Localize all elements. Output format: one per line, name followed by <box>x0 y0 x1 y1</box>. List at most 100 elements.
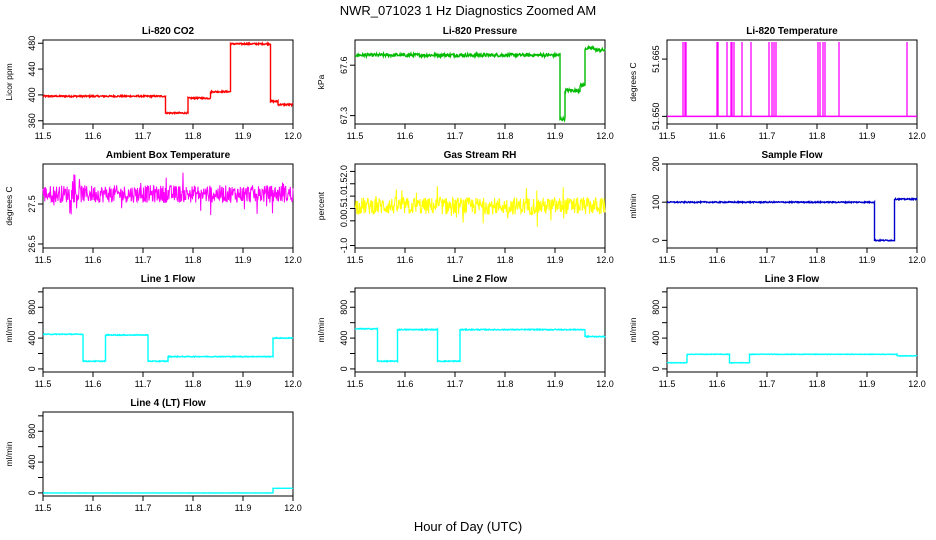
x-tick-label: 11.7 <box>135 379 152 389</box>
x-tick-label: 11.6 <box>397 255 414 265</box>
y-tick-label: -1.0 <box>339 238 349 254</box>
x-tick-label: 11.8 <box>809 379 826 389</box>
x-tick-label: 11.6 <box>709 131 726 141</box>
y-tick-label: 480 <box>27 36 37 51</box>
series-line <box>666 352 918 364</box>
y-tick-label: 400 <box>27 455 37 470</box>
x-tick-label: 12.0 <box>908 255 926 265</box>
y-tick-label: 400 <box>651 331 661 346</box>
x-tick-label: 12.0 <box>596 255 614 265</box>
x-tick-label: 11.6 <box>85 503 102 513</box>
x-tick-label: 11.7 <box>759 131 776 141</box>
x-tick-label: 11.7 <box>447 379 464 389</box>
series-line <box>42 332 294 363</box>
y-tick-label: 200 <box>651 156 661 171</box>
series-line <box>354 44 606 123</box>
panel-title: Line 1 Flow <box>141 274 196 285</box>
x-tick-label: 11.5 <box>659 131 676 141</box>
x-tick-label: 11.9 <box>235 379 252 389</box>
plot-frame <box>42 163 294 249</box>
x-tick-label: 11.8 <box>497 379 514 389</box>
x-tick-label: 12.0 <box>596 131 614 141</box>
panel-li-820-co2: Li-820 CO2 11.5 11.6 11.7 11.8 11.9 12.0 360 400… <box>4 26 302 141</box>
plot-frame <box>354 287 606 373</box>
y-axis-label: ml/min <box>316 317 326 342</box>
x-tick-label: 11.5 <box>35 379 52 389</box>
x-tick-label: 12.0 <box>596 379 614 389</box>
y-tick-label: 800 <box>27 300 37 315</box>
x-tick-label: 11.5 <box>347 131 364 141</box>
x-tick-label: 11.6 <box>85 379 102 389</box>
y-tick-label: 0 <box>339 366 349 371</box>
panel-title: Li-820 Pressure <box>443 26 518 37</box>
y-tick-label: 1.5 <box>339 178 349 191</box>
series-line <box>354 327 606 364</box>
y-tick-label: 0 <box>27 366 37 371</box>
x-tick-label: 11.8 <box>185 379 202 389</box>
x-tick-label: 11.9 <box>235 255 252 265</box>
x-tick-label: 11.7 <box>447 255 464 265</box>
y-tick-label: 400 <box>27 331 37 346</box>
x-tick-label: 11.7 <box>447 131 464 141</box>
x-tick-label: 11.9 <box>859 379 876 389</box>
plot-frame <box>666 287 918 373</box>
y-tick-label: 1.0 <box>339 190 349 203</box>
y-tick-label: 27.5 <box>27 195 37 213</box>
panel-li-820-temperature: Li-820 Temperature 11.5 11.6 11.7 11.8 11.9 12… <box>628 26 926 141</box>
y-tick-label: 51.665 <box>651 45 661 73</box>
panel-line-4-lt-flow: Line 4 (LT) Flow 11.5 11.6 11.7 11.8 11.9 12.0… <box>4 398 302 513</box>
x-tick-label: 11.5 <box>35 255 52 265</box>
x-tick-label: 11.7 <box>135 503 152 513</box>
y-axis-label: Licor ppm <box>4 63 14 100</box>
y-tick-label: 800 <box>27 424 37 439</box>
x-tick-label: 11.8 <box>809 255 826 265</box>
y-tick-label: 400 <box>27 87 37 102</box>
series-line <box>354 186 606 227</box>
y-tick-label: 100 <box>651 195 661 210</box>
panel-title: Line 3 Flow <box>765 274 820 285</box>
y-tick-label: 800 <box>651 300 661 315</box>
x-tick-label: 11.8 <box>497 131 514 141</box>
x-tick-label: 11.5 <box>35 503 52 513</box>
x-tick-label: 11.5 <box>659 379 676 389</box>
y-axis-label: degrees C <box>4 186 14 225</box>
x-tick-label: 11.7 <box>135 255 152 265</box>
x-tick-label: 11.6 <box>709 379 726 389</box>
plot-frame <box>42 411 294 497</box>
x-tick-label: 11.6 <box>397 379 414 389</box>
x-tick-label: 11.9 <box>547 379 564 389</box>
panel-title: Line 2 Flow <box>453 274 508 285</box>
series-line <box>666 197 918 242</box>
plot-frame <box>42 287 294 373</box>
x-tick-label: 11.6 <box>85 131 102 141</box>
plot-frame <box>42 39 294 125</box>
y-tick-label: 2.0 <box>339 165 349 178</box>
x-tick-label: 11.6 <box>397 131 414 141</box>
x-tick-label: 11.5 <box>347 379 364 389</box>
y-tick-label: 400 <box>339 331 349 346</box>
plot-frame <box>666 39 918 125</box>
x-tick-label: 11.9 <box>235 131 252 141</box>
x-tick-label: 12.0 <box>284 503 302 513</box>
series-line <box>42 41 294 116</box>
x-tick-label: 11.6 <box>85 255 102 265</box>
y-axis-label: ml/min <box>628 317 638 342</box>
x-tick-label: 11.8 <box>497 255 514 265</box>
x-tick-label: 11.9 <box>859 131 876 141</box>
y-axis-label: ml/min <box>4 441 14 466</box>
x-tick-label: 12.0 <box>908 131 926 141</box>
x-tick-label: 12.0 <box>284 379 302 389</box>
panel-title: Sample Flow <box>761 150 822 161</box>
y-axis-label: percent <box>316 191 326 220</box>
panel-line-3-flow: Line 3 Flow 11.5 11.6 11.7 11.8 11.9 12.0 0 400 8… <box>628 274 926 389</box>
series-line <box>42 172 294 216</box>
x-tick-label: 11.6 <box>709 255 726 265</box>
x-tick-label: 11.7 <box>135 131 152 141</box>
x-tick-label: 12.0 <box>284 131 302 141</box>
y-tick-label: 440 <box>27 62 37 77</box>
x-tick-label: 11.7 <box>759 255 776 265</box>
x-axis-label: Hour of Day (UTC) <box>414 519 522 534</box>
panel-ambient-box-temperature: Ambient Box Temperature 11.5 11.6 11.7 11.8 1… <box>4 150 302 265</box>
panel-li-820-pressure: Li-820 Pressure 11.5 11.6 11.7 11.8 11.9 12.0 6… <box>316 26 614 141</box>
